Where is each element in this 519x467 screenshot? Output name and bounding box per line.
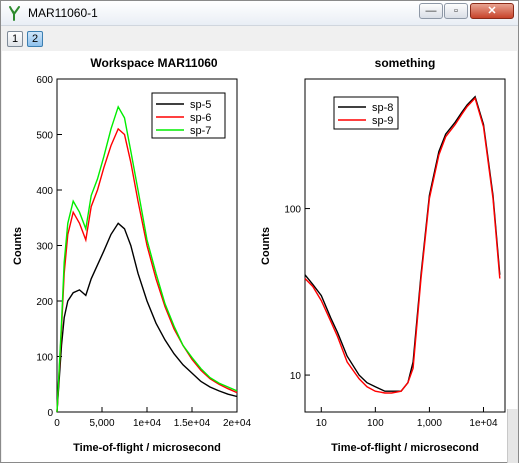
x-tick-label: 1,000 (417, 418, 442, 429)
layer-tab-2[interactable]: 2 (27, 31, 43, 47)
plot-canvas[interactable]: Workspace MAR11060 0 5,000 1e+04 1.5e+04 2e+… (2, 51, 517, 462)
scrollbar-stub[interactable] (507, 409, 518, 463)
x-tick-label: 100 (367, 418, 384, 429)
x-tick-label: 1e+04 (469, 418, 498, 429)
x-tick-label: 2e+04 (223, 418, 252, 429)
y-tick-label: 100 (36, 353, 53, 364)
y-axis-label: Counts (260, 227, 272, 265)
y-tick-label: 500 (36, 131, 53, 142)
series-line-sp-6 (56, 127, 238, 413)
minimize-icon: — (425, 5, 437, 17)
x-tick-label: 5,000 (89, 418, 114, 429)
x-axis-label: Time-of-flight / microsecond (73, 442, 221, 454)
y-tick-label: 100 (284, 205, 301, 216)
series-line-sp-9 (304, 96, 501, 394)
plot-panel: Workspace MAR11060 0 5,000 1e+04 1.5e+04 2e+… (2, 51, 517, 462)
close-button[interactable]: ✕ (470, 3, 514, 19)
chart-workspace: Workspace MAR11060 0 5,000 1e+04 1.5e+04 2e+… (12, 56, 251, 454)
series-line-sp-5 (56, 222, 238, 413)
title-bar[interactable]: MAR11060-1 — ▫ ✕ (1, 1, 518, 26)
legend: sp-5 sp-6 sp-7 (151, 92, 226, 139)
maximize-icon: ▫ (454, 5, 458, 17)
chart-title: Workspace MAR11060 (90, 56, 218, 70)
axis-ticks: 0 5,000 1e+04 1.5e+04 2e+04 0 100 200 300 400 500 6… (36, 75, 251, 429)
x-tick-label: 1.5e+04 (174, 418, 211, 429)
y-tick-label: 300 (36, 242, 53, 253)
mantid-app-icon (9, 6, 20, 21)
y-tick-label: 200 (36, 297, 53, 308)
legend-box (333, 96, 399, 130)
y-tick-label: 600 (36, 75, 53, 86)
x-axis-label: Time-of-flight / microsecond (331, 442, 479, 454)
series-line-sp-8 (304, 95, 501, 392)
legend-box (151, 92, 226, 139)
plot-frame (304, 78, 506, 413)
legend-label-sp-7: sp-7 (190, 125, 211, 137)
chart-something: something 10 100 1,000 1e+04 10 100 Time-of-f… (260, 56, 506, 454)
axis-ticks: 10 100 1,000 1e+04 10 100 (284, 205, 498, 429)
y-tick-label: 400 (36, 186, 53, 197)
y-tick-label: 0 (47, 408, 53, 419)
legend-label-sp-8: sp-8 (372, 102, 393, 114)
y-tick-label: 10 (290, 371, 302, 382)
y-axis-label: Counts (12, 227, 24, 265)
legend-label-sp-6: sp-6 (190, 112, 211, 124)
maximize-button[interactable]: ▫ (444, 3, 468, 19)
legend: sp-8 sp-9 (333, 96, 399, 130)
x-tick-label: 1e+04 (133, 418, 162, 429)
close-icon: ✕ (487, 5, 497, 17)
series-line-sp-7 (56, 105, 238, 413)
series-lines (56, 105, 238, 413)
window-title: MAR11060-1 (28, 6, 98, 20)
legend-label-sp-5: sp-5 (190, 99, 211, 111)
chart-title: something (375, 56, 436, 70)
x-tick-label: 10 (316, 418, 328, 429)
x-tick-label: 0 (54, 418, 60, 429)
legend-label-sp-9: sp-9 (372, 115, 393, 127)
series-lines (304, 95, 501, 394)
layer-tab-1[interactable]: 1 (7, 31, 23, 47)
minimize-button[interactable]: — (419, 3, 443, 19)
